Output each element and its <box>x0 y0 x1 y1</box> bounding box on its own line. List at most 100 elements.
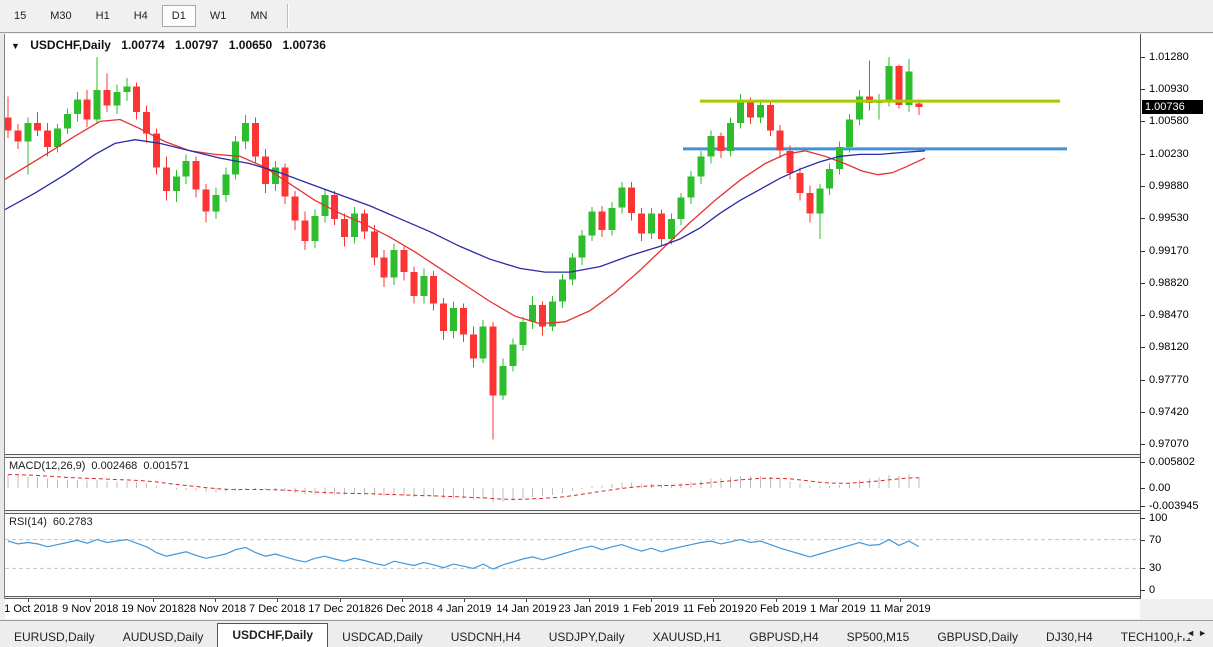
macd-canvas[interactable] <box>5 458 1140 510</box>
chart-tab-xauusd-h1[interactable]: XAUUSD,H1 <box>652 630 722 644</box>
price-axis-label: 0.99170 <box>1149 244 1189 257</box>
chart-tab-eurusd-daily[interactable]: EURUSD,Daily <box>14 630 95 644</box>
date-axis-tick <box>401 599 403 602</box>
chart-tab-usdcnh-h4[interactable]: USDCNH,H4 <box>450 630 521 644</box>
price-axis-label: 0.98120 <box>1149 341 1189 354</box>
macd-main-value: 0.002468 <box>91 460 138 472</box>
chart-tab-usdcad-daily[interactable]: USDCAD,Daily <box>342 630 423 644</box>
timeframe-button-h1[interactable]: H1 <box>95 10 110 22</box>
date-axis-label: 28 Nov 2018 <box>183 603 247 615</box>
macd-axis-label-tick <box>1141 488 1145 489</box>
panel-splitter-bottom[interactable] <box>0 596 1213 599</box>
price-axis-label: 1.00230 <box>1149 147 1189 160</box>
date-axis-tick <box>837 599 839 602</box>
price-axis-label: 0.97070 <box>1149 438 1189 451</box>
rsi-axis-label-tick <box>1141 590 1145 591</box>
date-axis-label: 26 Dec 2018 <box>370 603 433 615</box>
price-axis-label: 0.99530 <box>1149 211 1189 224</box>
date-axis-label: 23 Jan 2019 <box>558 603 619 615</box>
macd-signal-line <box>7 474 919 500</box>
price-axis-label-tick <box>1141 217 1145 219</box>
price-axis-label: 0.99880 <box>1149 179 1189 192</box>
date-axis-label: 31 Oct 2018 <box>5 603 58 615</box>
macd-axis-label-tick <box>1141 505 1145 507</box>
chart-tab-usdjpy-daily[interactable]: USDJPY,Daily <box>548 630 625 644</box>
date-axis-tick <box>900 599 902 602</box>
price-axis[interactable]: 1.00736 1.01280 1.00930 1.00580 1.00230 0.99… <box>1140 34 1213 599</box>
price-axis-label: 0.97770 <box>1149 373 1189 386</box>
chart-tab-dj30-h4[interactable]: DJ30,H4 <box>1046 630 1093 644</box>
price-axis-label: 1.01280 <box>1149 51 1189 63</box>
macd-label: MACD(12,26,9) 0.002468 0.001571 <box>9 460 195 472</box>
date-axis-tick <box>464 599 466 602</box>
toolbar-separator <box>287 4 289 28</box>
date-axis-label: 9 Nov 2018 <box>62 603 119 615</box>
window-left-edge <box>0 34 5 599</box>
timeframe-button-h4[interactable]: H4 <box>133 10 148 22</box>
macd-axis-label: 0.00 <box>1149 482 1171 494</box>
macd-signal-value: 0.001571 <box>143 460 190 472</box>
ohlc-low: 1.00650 <box>228 38 273 52</box>
macd-panel[interactable]: MACD(12,26,9) 0.002468 0.001571 <box>5 458 1140 510</box>
panel-splitter-macd[interactable] <box>0 454 1213 458</box>
rsi-line <box>7 538 920 570</box>
date-axis-tick <box>90 599 92 602</box>
chart-tab-tech100-h1[interactable]: TECH100,H1 <box>1120 630 1193 644</box>
chart-tabs-bar: EURUSD,Daily AUDUSD,Daily USDCHF,Daily USDC… <box>0 620 1213 647</box>
timeframe-button-m30[interactable]: M30 <box>50 10 72 22</box>
current-price-badge: 1.00736 <box>1142 100 1203 114</box>
timeframe-button-mn[interactable]: MN <box>250 10 268 22</box>
date-axis-tick <box>526 599 528 602</box>
tab-scroll-right-icon[interactable]: ► <box>1198 628 1210 638</box>
date-axis-label: 19 Nov 2018 <box>121 603 184 615</box>
price-axis-label: 0.98820 <box>1149 277 1189 290</box>
timeframe-button-15[interactable]: 15 <box>14 10 27 22</box>
price-chart-canvas[interactable] <box>5 34 1140 454</box>
timeframe-button-w1[interactable]: W1 <box>209 10 227 22</box>
tab-scroll-left-icon[interactable]: ◄ <box>1186 628 1199 638</box>
chart-tab-sp500-m15[interactable]: SP500,M15 <box>846 630 910 644</box>
timeframe-button-d1[interactable]: D1 <box>161 5 196 27</box>
price-axis-label-tick <box>1141 185 1145 187</box>
price-axis-label: 1.00580 <box>1149 115 1189 128</box>
rsi-name: RSI(14) <box>9 516 47 528</box>
date-axis-tick <box>713 599 715 602</box>
price-axis-label: 0.97420 <box>1149 405 1189 418</box>
date-axis-label: 11 Mar 2019 <box>869 603 931 615</box>
collapse-arrow-icon[interactable]: ▼ <box>11 41 20 51</box>
price-chart-panel[interactable]: ▼ USDCHF,Daily 1.00774 1.00797 1.00650 1… <box>5 34 1140 454</box>
chart-title: ▼ USDCHF,Daily 1.00774 1.00797 1.00650 1… <box>11 38 326 52</box>
rsi-axis-label: 100 <box>1149 512 1168 524</box>
price-axis-label-tick <box>1141 121 1145 123</box>
price-axis-label-tick <box>1141 153 1145 155</box>
rsi-panel[interactable]: RSI(14) 60.2783 <box>5 514 1140 596</box>
chart-tab-gbpusd-h4[interactable]: GBPUSD,H4 <box>749 630 819 644</box>
date-axis-label: 14 Jan 2019 <box>496 603 557 615</box>
ohlc-high: 1.00797 <box>175 38 219 52</box>
rsi-axis-label-tick <box>1141 539 1145 541</box>
timeframe-toolbar: 15 M30 H1 H4 D1 W1 MN <box>0 0 1213 33</box>
panel-splitter-rsi[interactable] <box>0 510 1213 514</box>
price-axis-label-tick <box>1141 283 1145 285</box>
ohlc-close: 1.00736 <box>282 38 326 52</box>
rsi-canvas[interactable] <box>5 514 1140 596</box>
date-axis-tick <box>775 599 777 602</box>
price-axis-label-tick <box>1141 89 1145 91</box>
rsi-label: RSI(14) 60.2783 <box>9 516 99 528</box>
price-axis-label-tick <box>1141 57 1145 58</box>
price-axis-label-tick <box>1141 315 1145 317</box>
date-axis-tick <box>277 599 279 602</box>
chart-tab-gbpusd-daily[interactable]: GBPUSD,Daily <box>937 630 1019 644</box>
ma-slow-navy-line <box>5 139 926 273</box>
rsi-axis-label-tick <box>1141 568 1145 570</box>
price-axis-label-tick <box>1141 347 1145 349</box>
rsi-axis-label: 30 <box>1149 562 1162 575</box>
price-axis-label: 1.00930 <box>1149 83 1189 96</box>
date-axis-label: 1 Mar 2019 <box>810 603 866 615</box>
chart-tab-usdchf-daily[interactable]: USDCHF,Daily <box>217 623 329 647</box>
date-axis-label: 4 Jan 2019 <box>436 603 492 615</box>
date-axis-tick <box>152 599 154 602</box>
macd-histogram <box>7 474 920 502</box>
chart-tab-audusd-daily[interactable]: AUDUSD,Daily <box>122 630 204 644</box>
